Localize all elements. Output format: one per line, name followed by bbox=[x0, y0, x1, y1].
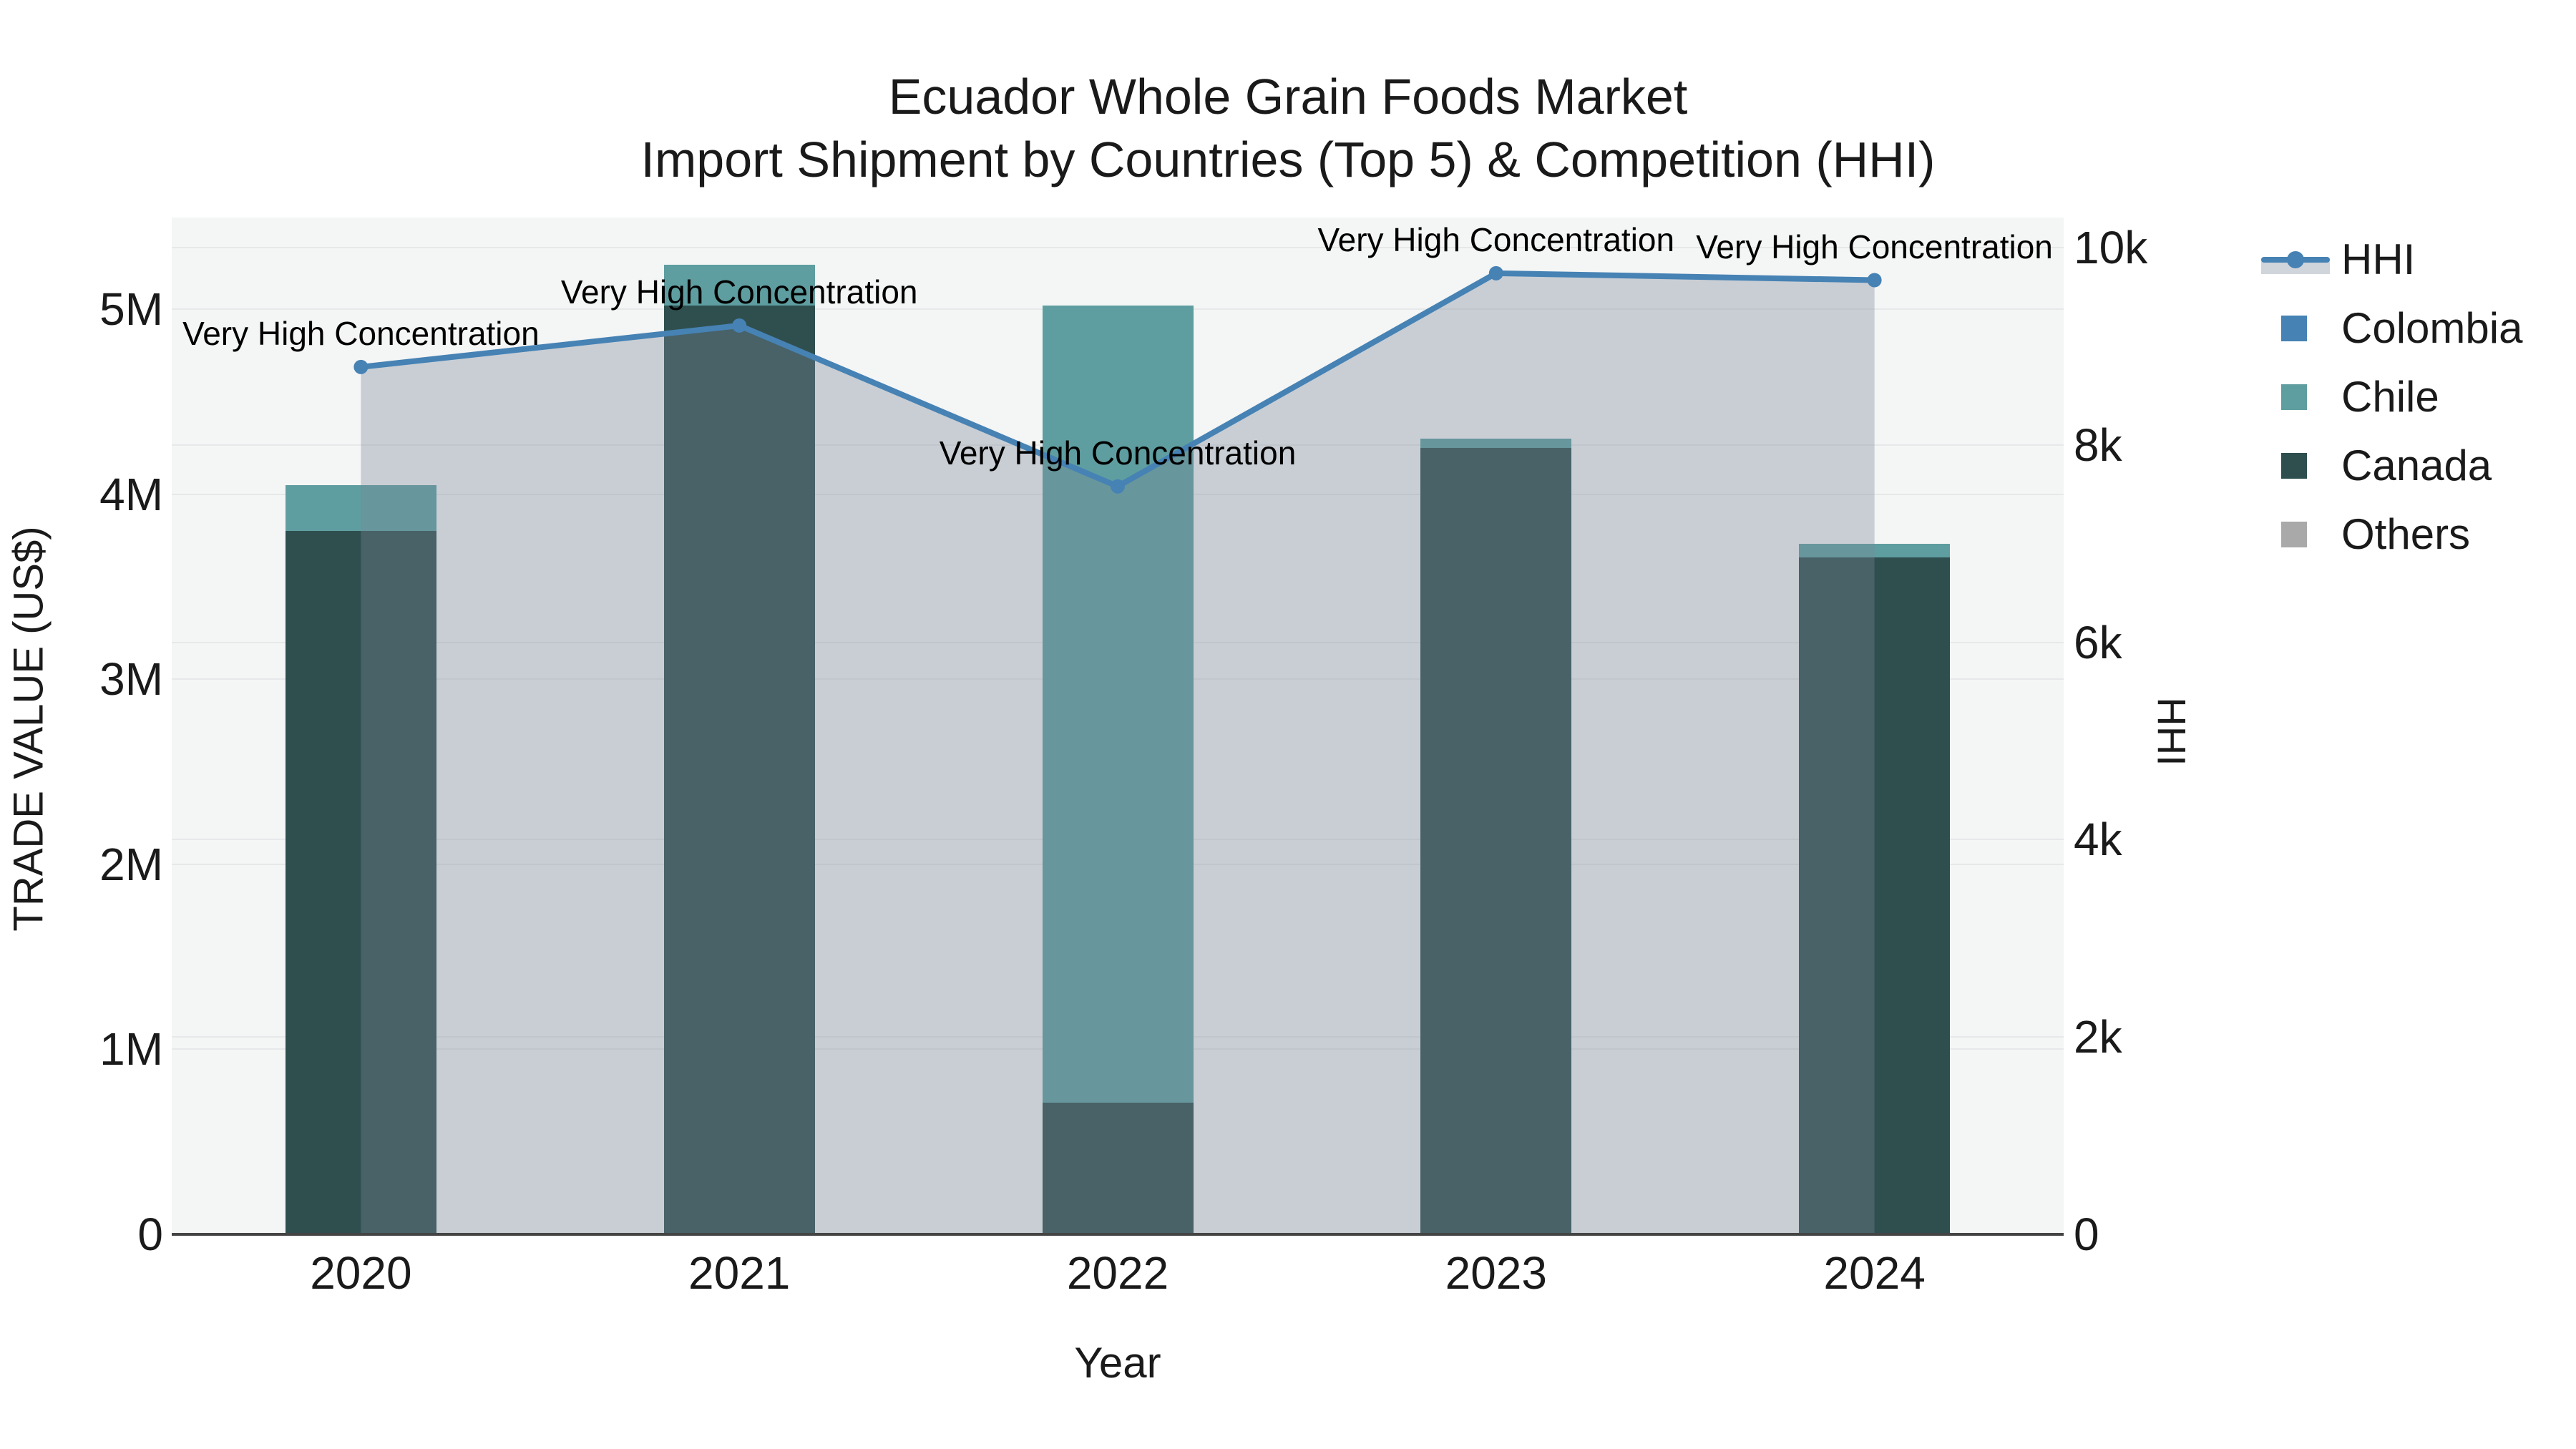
y-left-tick-4M: 4M bbox=[99, 468, 163, 520]
annotation-2020: Very High Concentration bbox=[182, 314, 540, 352]
bar-canada-2020[interactable] bbox=[285, 531, 436, 1234]
y-left-tick-1M: 1M bbox=[99, 1023, 163, 1075]
legend-label-colombia: Colombia bbox=[2341, 304, 2523, 352]
legend-swatch-colombia bbox=[2281, 316, 2307, 341]
legend-swatch-canada bbox=[2281, 453, 2307, 479]
chart-title-line2: Import Shipment by Countries (Top 5) & C… bbox=[640, 132, 1936, 187]
legend-label-others: Others bbox=[2341, 510, 2471, 558]
legend-item-others[interactable]: Others bbox=[2254, 509, 2576, 560]
x-tick-2022: 2022 bbox=[1066, 1247, 1169, 1299]
x-axis-line bbox=[172, 1233, 2064, 1236]
bar-chile-2023[interactable] bbox=[1420, 439, 1572, 448]
x-axis-title: Year bbox=[1074, 1339, 1161, 1387]
x-tick-2020: 2020 bbox=[310, 1247, 412, 1299]
annotation-2022: Very High Concentration bbox=[939, 434, 1297, 472]
legend-label-chile: Chile bbox=[2341, 373, 2439, 421]
chart-title-line1: Ecuador Whole Grain Foods Market bbox=[888, 69, 1688, 125]
annotation-2024: Very High Concentration bbox=[1696, 228, 2053, 265]
legend-label-canada: Canada bbox=[2341, 441, 2492, 489]
bar-chile-2020[interactable] bbox=[285, 484, 436, 532]
bar-canada-2024[interactable] bbox=[1799, 557, 1951, 1234]
y-left-axis-title: TRADE VALUE (US$) bbox=[5, 526, 52, 932]
y-right-tick-2k: 2k bbox=[2074, 1011, 2122, 1063]
legend-item-colombia[interactable]: Colombia bbox=[2254, 303, 2576, 354]
y-right-tick-10k: 10k bbox=[2074, 222, 2148, 273]
y-right-tick-8k: 8k bbox=[2074, 419, 2122, 471]
y-right-tick-0: 0 bbox=[2074, 1209, 2099, 1260]
legend-label-hhi: HHI bbox=[2341, 235, 2416, 283]
hhi-line-sample-icon bbox=[2261, 234, 2330, 286]
legend-swatch-chile bbox=[2281, 384, 2307, 410]
bar-canada-2021[interactable] bbox=[663, 305, 815, 1234]
bar-canada-2023[interactable] bbox=[1420, 447, 1572, 1234]
y-left-tick-5M: 5M bbox=[99, 283, 163, 335]
annotation-2023: Very High Concentration bbox=[1317, 220, 1675, 258]
bar-canada-2022[interactable] bbox=[1042, 1103, 1194, 1234]
x-tick-2021: 2021 bbox=[688, 1247, 791, 1299]
y-left-tick-3M: 3M bbox=[99, 653, 163, 706]
x-tick-2024: 2024 bbox=[1823, 1247, 1926, 1299]
bar-chile-2024[interactable] bbox=[1799, 544, 1951, 557]
y-right-axis-title: HHI bbox=[2149, 697, 2195, 766]
legend-item-canada[interactable]: Canada bbox=[2254, 440, 2576, 492]
annotation-2021: Very High Concentration bbox=[560, 273, 918, 311]
legend-item-chile[interactable]: Chile bbox=[2254, 371, 2576, 423]
gridline-right-10k bbox=[172, 247, 2064, 248]
y-left-tick-0: 0 bbox=[137, 1209, 163, 1260]
y-right-tick-4k: 4k bbox=[2074, 814, 2122, 866]
legend-item-hhi[interactable]: HHI bbox=[2254, 234, 2576, 286]
y-left-tick-2M: 2M bbox=[99, 838, 163, 890]
y-right-tick-6k: 6k bbox=[2074, 616, 2122, 668]
bar-chile-2022[interactable] bbox=[1042, 305, 1194, 1103]
legend-swatch-others bbox=[2281, 522, 2307, 547]
x-tick-2023: 2023 bbox=[1445, 1247, 1547, 1299]
